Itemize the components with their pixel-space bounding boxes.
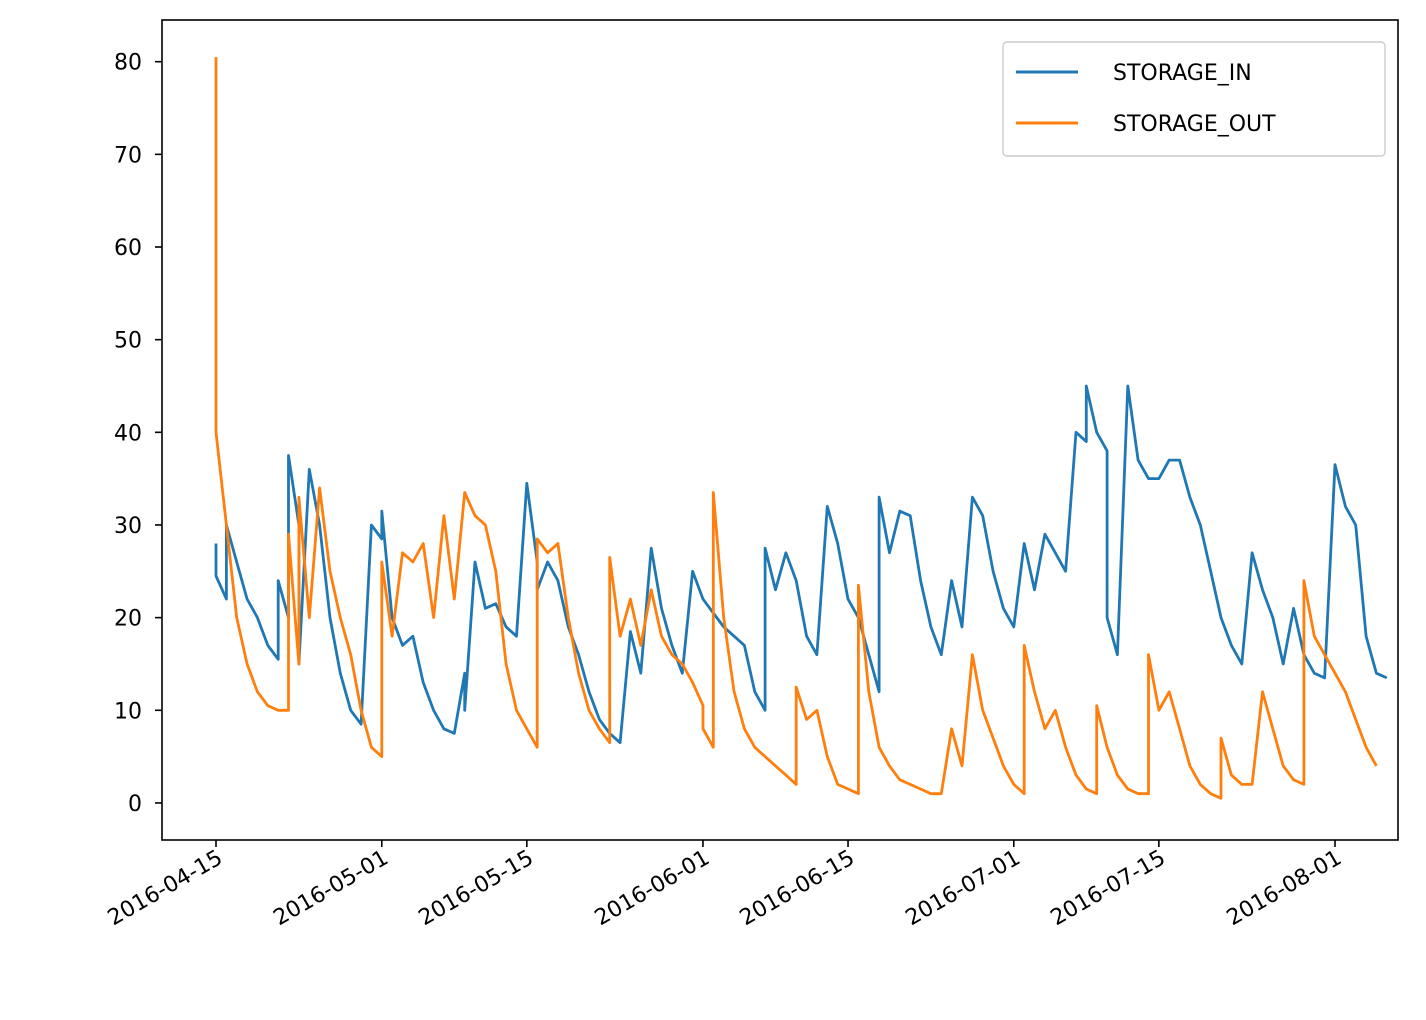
legend-label-storage-in: STORAGE_IN [1113, 61, 1252, 86]
y-tick-label: 20 [114, 607, 142, 632]
y-tick-label: 0 [128, 792, 142, 817]
y-tick-label: 70 [114, 143, 142, 168]
plot-frame [161, 19, 1399, 841]
y-tick-label: 80 [114, 51, 142, 76]
y-tick-label: 60 [114, 236, 142, 261]
y-tick-label: 30 [114, 514, 142, 539]
y-tick-label: 50 [114, 329, 142, 354]
y-axis: 0 10 20 30 40 50 60 70 80 [114, 51, 162, 817]
legend: STORAGE_IN STORAGE_OUT [1002, 41, 1386, 157]
series-layer [214, 57, 1388, 800]
series-line-storage-in [214, 384, 1388, 745]
series-line-storage-out [214, 57, 1378, 800]
legend-label-storage-out: STORAGE_OUT [1113, 112, 1276, 137]
y-tick-label: 10 [114, 699, 142, 724]
legend-frame [1002, 41, 1386, 157]
y-tick-label: 40 [114, 421, 142, 446]
